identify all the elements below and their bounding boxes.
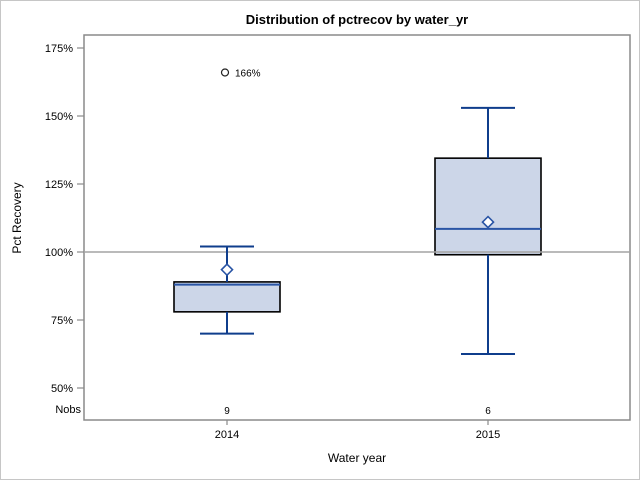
x-axis-title: Water year — [327, 451, 387, 465]
x-category-label: 2014 — [215, 429, 239, 441]
nobs-value: 6 — [485, 406, 491, 417]
y-tick-label: 75% — [51, 315, 73, 327]
mean-diamond-marker-2015 — [481, 215, 495, 229]
y-tick-label: 125% — [45, 179, 73, 191]
x-category-label: 2015 — [476, 429, 500, 441]
y-axis-title: Pct Recovery — [10, 182, 24, 254]
chart-title: Distribution of pctrecov by water_yr — [245, 12, 469, 27]
y-tick-label: 100% — [45, 247, 73, 259]
mean-diamond-marker-2014 — [220, 263, 234, 277]
nobs-row-label: Nobs — [55, 404, 81, 416]
y-tick-label: 175% — [45, 43, 73, 55]
box-2015 — [434, 157, 542, 256]
nobs-value: 9 — [224, 406, 230, 417]
outlier-circle-marker-2014 — [220, 68, 230, 77]
plot-frame — [83, 34, 631, 421]
y-tick-label: 150% — [45, 111, 73, 123]
y-tick-label: 50% — [51, 383, 73, 395]
outlier-label: 166% — [235, 68, 261, 79]
box-2014 — [173, 281, 281, 313]
